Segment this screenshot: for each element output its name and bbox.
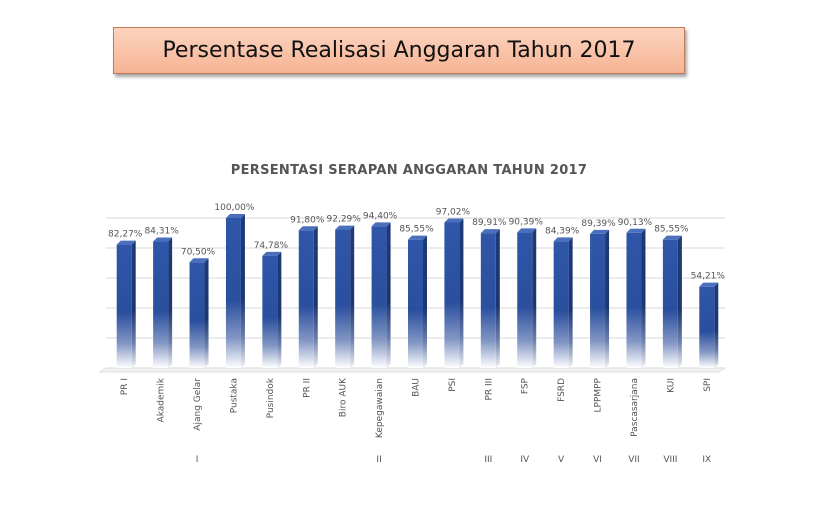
data-label: 100,00% <box>214 203 254 213</box>
group-label: VII <box>628 455 639 465</box>
bar-side <box>277 251 282 368</box>
bar-top <box>225 214 245 218</box>
category-label: Pusindok <box>266 377 276 418</box>
data-label: 54,21% <box>691 272 726 282</box>
bar-top <box>480 229 500 234</box>
group-label: IX <box>702 455 711 465</box>
bar <box>189 262 205 368</box>
data-label: 90,39% <box>509 217 544 227</box>
bar <box>480 233 496 368</box>
category-label: Biro AUK <box>339 377 349 417</box>
bar-top <box>444 218 464 223</box>
bar-side <box>714 282 719 368</box>
bar-side <box>204 258 209 368</box>
bar-side <box>240 214 245 368</box>
category-label: Pascasarjana <box>630 378 640 437</box>
category-label: Kepegawaian <box>375 378 385 438</box>
bar <box>626 232 642 368</box>
category-label: Pustaka <box>229 378 239 413</box>
category-label: PR II <box>302 378 312 398</box>
bar-side <box>459 218 464 368</box>
bar <box>553 241 569 368</box>
bar-top <box>298 226 318 231</box>
group-label: I <box>196 455 199 465</box>
bar <box>699 286 715 368</box>
bar-side <box>423 235 427 368</box>
bar-top <box>517 228 537 233</box>
bar <box>335 229 351 368</box>
slide-title: Persentase Realisasi Anggaran Tahun 2017 <box>113 27 685 74</box>
bar <box>153 241 169 368</box>
bar-top <box>662 235 682 240</box>
bar-top <box>553 237 573 242</box>
bar-top <box>626 228 646 233</box>
bar <box>444 222 460 368</box>
bar-top <box>116 240 136 245</box>
data-label: 90,13% <box>618 218 653 228</box>
group-label: VIII <box>663 455 677 465</box>
category-label: BAU <box>412 378 422 397</box>
group-label: IV <box>520 455 530 465</box>
bar <box>262 255 278 368</box>
group-label: III <box>484 455 492 465</box>
category-label: PSI <box>448 378 458 392</box>
data-label: 85,55% <box>399 225 434 235</box>
bar-top <box>590 229 610 234</box>
group-label: II <box>376 455 381 465</box>
data-label: 85,55% <box>654 225 689 235</box>
bar-top <box>262 251 282 256</box>
bar <box>517 232 533 368</box>
bar-top <box>189 258 209 263</box>
bar-top <box>153 237 173 242</box>
bar <box>590 233 606 368</box>
data-label: 89,39% <box>581 219 616 229</box>
bar <box>116 244 132 368</box>
bar <box>408 239 423 368</box>
bar-top <box>371 222 391 227</box>
data-label: 74,78% <box>254 241 289 251</box>
bar-side <box>131 240 136 368</box>
bar-side <box>677 235 682 368</box>
data-label: 84,31% <box>144 227 179 237</box>
bar <box>371 226 387 368</box>
bar-top <box>699 282 719 287</box>
data-label: 84,39% <box>545 226 580 236</box>
bar-top <box>408 235 427 240</box>
bar-side <box>495 229 500 368</box>
category-label: Akademik <box>157 377 167 422</box>
bar <box>662 239 678 368</box>
bar-side <box>605 229 610 368</box>
group-label: V <box>558 455 565 465</box>
bar-side <box>350 225 355 368</box>
bar-side <box>641 228 646 368</box>
bar-top <box>335 225 355 230</box>
group-label: VI <box>593 455 602 465</box>
data-label: 82,27% <box>108 230 143 240</box>
bar-side <box>168 237 173 368</box>
bar-side <box>386 222 391 368</box>
bar <box>225 218 241 368</box>
category-label: FSP <box>521 377 531 394</box>
chart-floor <box>98 367 727 373</box>
data-label: 94,40% <box>363 211 398 221</box>
category-label: Ajang Gelar <box>193 378 203 431</box>
bar-side <box>313 226 318 368</box>
category-label: KUI <box>666 378 676 393</box>
category-label: PR III <box>484 378 494 401</box>
bar-side <box>568 237 573 368</box>
data-label: 70,50% <box>181 247 216 257</box>
data-label: 92,29% <box>327 215 362 225</box>
bar-side <box>532 228 537 368</box>
category-label: PR I <box>120 378 130 395</box>
category-label: SPI <box>703 378 713 392</box>
chart-title: PERSENTASI SERAPAN ANGGARAN TAHUN 2017 <box>230 163 588 178</box>
data-label: 91,80% <box>290 215 325 225</box>
data-label: 89,91% <box>472 218 507 228</box>
bar <box>298 230 314 368</box>
data-label: 97,02% <box>436 207 471 217</box>
category-label: LPPMPP <box>594 377 604 412</box>
category-label: FSRD <box>557 378 567 402</box>
